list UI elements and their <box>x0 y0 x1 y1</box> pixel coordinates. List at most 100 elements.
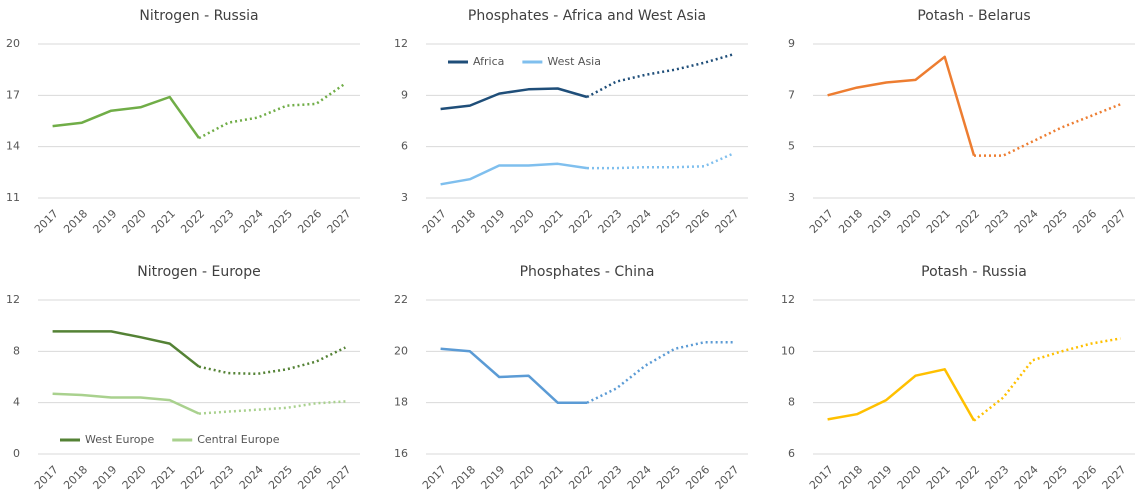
y-tick-label: 6 <box>788 447 795 460</box>
x-tick-label: 2024 <box>1012 207 1041 236</box>
forecast-line <box>198 82 347 140</box>
x-tick-label: 2021 <box>537 207 566 236</box>
y-tick-label: 9 <box>788 37 795 50</box>
x-tick-label: 2020 <box>120 207 149 236</box>
chart-title: Nitrogen - Russia <box>139 8 258 24</box>
x-tick-label: 2017 <box>807 463 836 492</box>
x-tick-label: 2023 <box>208 463 237 492</box>
y-tick-label: 11 <box>6 191 20 204</box>
x-tick-label: 2025 <box>1041 207 1070 236</box>
x-tick-label: 2017 <box>32 463 61 492</box>
y-tick-label: 12 <box>781 293 795 306</box>
x-tick-label: 2025 <box>654 207 683 236</box>
series-line <box>440 162 588 186</box>
y-tick-label: 4 <box>13 396 20 409</box>
y-tick-label: 8 <box>788 396 795 409</box>
y-tick-label: 10 <box>781 344 795 357</box>
y-tick-label: 16 <box>394 447 408 460</box>
x-tick-label: 2017 <box>420 463 449 492</box>
x-tick-label: 2018 <box>836 207 865 236</box>
x-tick-label: 2017 <box>32 207 61 236</box>
x-tick-label: 2022 <box>178 207 207 236</box>
x-tick-label: 2021 <box>149 463 178 492</box>
x-tick-label: 2023 <box>983 207 1012 236</box>
x-tick-label: 2025 <box>1041 463 1070 492</box>
x-tick-label: 2019 <box>865 463 894 492</box>
forecast-line <box>587 152 734 170</box>
y-tick-label: 18 <box>394 396 408 409</box>
y-tick-label: 20 <box>6 37 20 50</box>
chart-title: Nitrogen - Europe <box>137 264 260 280</box>
forecast-line <box>198 400 346 415</box>
x-tick-label: 2026 <box>683 207 712 236</box>
legend-label: Central Europe <box>197 433 279 446</box>
legend-label: West Asia <box>547 55 601 68</box>
y-tick-label: 17 <box>6 88 20 101</box>
x-tick-label: 2026 <box>1070 463 1099 492</box>
x-tick-label: 2023 <box>596 463 625 492</box>
x-tick-label: 2026 <box>295 207 324 236</box>
series-line <box>440 87 588 111</box>
forecast-line <box>973 337 1121 422</box>
forecast-line <box>586 341 734 404</box>
x-tick-label: 2027 <box>325 463 354 492</box>
x-tick-label: 2023 <box>208 207 237 236</box>
x-tick-label: 2018 <box>61 463 90 492</box>
x-tick-label: 2024 <box>625 463 654 492</box>
x-tick-label: 2019 <box>865 207 894 236</box>
forecast-line <box>974 103 1121 157</box>
x-tick-label: 2018 <box>449 463 478 492</box>
chart-title: Phosphates - Africa and West Asia <box>468 8 706 24</box>
chart-title: Potash - Belarus <box>917 8 1030 24</box>
x-tick-label: 2024 <box>1012 463 1041 492</box>
x-tick-label: 2020 <box>120 463 149 492</box>
x-tick-label: 2025 <box>654 463 683 492</box>
x-tick-label: 2019 <box>90 463 119 492</box>
x-tick-label: 2027 <box>1100 463 1129 492</box>
x-tick-label: 2020 <box>508 207 537 236</box>
x-tick-label: 2027 <box>325 207 354 236</box>
series-line <box>52 392 200 415</box>
chart-title: Potash - Russia <box>921 264 1027 280</box>
y-tick-label: 3 <box>788 191 795 204</box>
x-tick-label: 2026 <box>1070 207 1099 236</box>
x-tick-label: 2019 <box>478 207 507 236</box>
x-tick-label: 2022 <box>566 207 595 236</box>
y-tick-label: 9 <box>401 88 408 101</box>
x-tick-label: 2020 <box>895 463 924 492</box>
x-tick-label: 2026 <box>295 463 324 492</box>
legend-label: West Europe <box>85 433 154 446</box>
x-tick-label: 2021 <box>537 463 566 492</box>
x-tick-label: 2018 <box>449 207 478 236</box>
x-tick-label: 2017 <box>420 207 449 236</box>
x-tick-label: 2025 <box>266 463 295 492</box>
forecast-line <box>586 53 734 99</box>
x-tick-label: 2025 <box>266 207 295 236</box>
x-tick-label: 2022 <box>566 463 595 492</box>
x-tick-label: 2021 <box>149 207 178 236</box>
x-tick-label: 2027 <box>713 463 742 492</box>
y-tick-label: 22 <box>394 293 408 306</box>
x-tick-label: 2027 <box>1100 207 1129 236</box>
y-tick-label: 12 <box>6 293 20 306</box>
y-tick-label: 5 <box>788 140 795 153</box>
x-tick-label: 2024 <box>237 207 266 236</box>
y-tick-label: 8 <box>13 344 20 357</box>
x-tick-label: 2019 <box>478 463 507 492</box>
x-tick-label: 2019 <box>90 207 119 236</box>
x-tick-label: 2024 <box>625 207 654 236</box>
y-tick-label: 3 <box>401 191 408 204</box>
series-line <box>827 55 976 156</box>
x-tick-label: 2024 <box>237 463 266 492</box>
legend-label: Africa <box>473 55 504 68</box>
x-tick-label: 2021 <box>924 207 953 236</box>
series-line <box>52 330 200 368</box>
x-tick-label: 2027 <box>713 207 742 236</box>
series-line <box>827 368 976 422</box>
x-tick-label: 2022 <box>953 463 982 492</box>
x-tick-label: 2023 <box>983 463 1012 492</box>
y-tick-label: 14 <box>6 140 20 153</box>
x-tick-label: 2018 <box>836 463 865 492</box>
y-tick-label: 12 <box>394 37 408 50</box>
